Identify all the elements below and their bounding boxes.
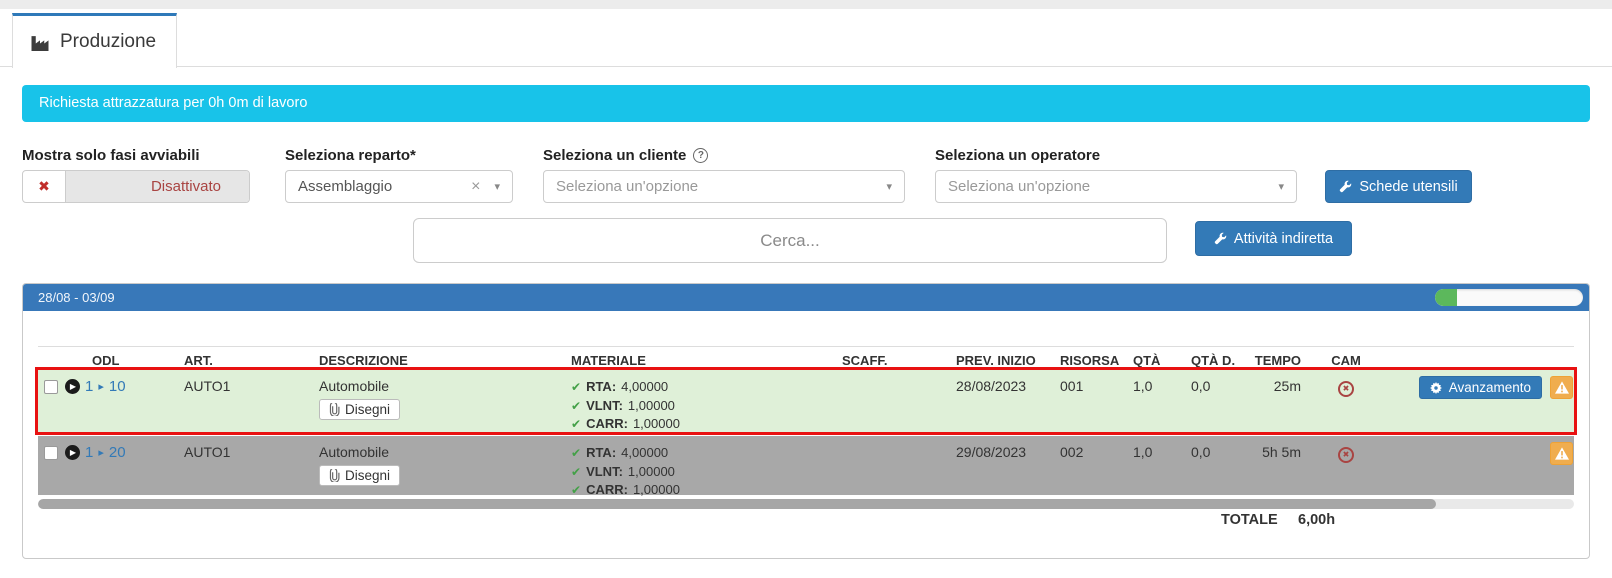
- avanzamento-button[interactable]: Avanzamento: [1418, 376, 1542, 399]
- wrench-icon: [1214, 232, 1227, 245]
- header-cam[interactable]: CAM: [1331, 353, 1361, 368]
- gear-icon: [1429, 381, 1442, 394]
- top-strip: [0, 0, 1612, 9]
- header-descrizione[interactable]: DESCRIZIONE: [319, 353, 408, 368]
- total-value: 6,00h: [1298, 512, 1336, 528]
- search-input[interactable]: [413, 218, 1167, 263]
- department-value: Assemblaggio: [298, 178, 393, 195]
- banner-text: Richiesta attrazzatura per 0h 0m di lavo…: [39, 95, 308, 111]
- table-row: ▶ 1 ▸ 20 AUTO1 Automobile Disegni ✔ RTA: 4…: [38, 436, 1574, 497]
- chevron-down-icon: ▾: [886, 181, 892, 193]
- clear-icon[interactable]: ×: [471, 177, 481, 195]
- customer-select[interactable]: Seleziona un'opzione ▾: [543, 170, 905, 203]
- header-tempo[interactable]: TEMPO: [1254, 353, 1301, 368]
- odl-lot-link[interactable]: 1: [85, 444, 94, 461]
- toggle-off-icon: ✖: [38, 178, 50, 194]
- wrench-icon: [1339, 180, 1352, 193]
- info-banner: Richiesta attrazzatura per 0h 0m di lavo…: [22, 85, 1590, 122]
- start-phase-icon[interactable]: ▶: [65, 445, 80, 460]
- paperclip-icon: [329, 469, 340, 482]
- scrollbar-thumb[interactable]: [38, 499, 1436, 509]
- total-label: TOTALE: [1221, 512, 1278, 528]
- odl-phase-link[interactable]: 10: [108, 378, 126, 395]
- time-cell: 25m: [1273, 378, 1301, 394]
- header-qta-d[interactable]: QTÀ D.: [1191, 353, 1236, 368]
- resource-cell: 002: [1060, 444, 1084, 460]
- materials-list: ✔ RTA: 4,00000 ✔ VLNT: 1,00000 ✔ CARR: 1,00000: [571, 444, 839, 500]
- header-prev-inizio[interactable]: PREV. INIZIO: [956, 353, 1036, 368]
- header-qta[interactable]: QTÀ: [1133, 353, 1161, 368]
- table-row: ▶ 1 ▸ 10 AUTO1 Automobile Disegni ✔ RTA: 4…: [35, 367, 1577, 435]
- operator-label: Seleziona un operatore: [935, 147, 1101, 164]
- chevron-down-icon: ▾: [494, 181, 500, 193]
- description-text: Automobile: [319, 444, 390, 460]
- toggle-state-label: Disattivato: [65, 171, 249, 202]
- materials-list: ✔ RTA: 4,00000 ✔ VLNT: 1,00000 ✔ CARR: 1,00000: [571, 378, 839, 434]
- warning-triangle-icon: [1554, 381, 1569, 394]
- department-select[interactable]: Assemblaggio × ▾: [285, 170, 513, 203]
- check-icon: ✔: [571, 464, 582, 479]
- tool-sheets-button[interactable]: Schede utensili: [1325, 170, 1472, 203]
- customer-placeholder: Seleziona un'opzione: [556, 178, 699, 195]
- check-icon: ✔: [571, 380, 582, 394]
- paperclip-icon: [329, 403, 340, 416]
- odl-phase-link[interactable]: 20: [108, 444, 126, 461]
- week-range: 28/08 - 03/09: [38, 290, 115, 305]
- resource-cell: 001: [1060, 378, 1084, 394]
- toggle-label: Mostra solo fasi avviabili: [22, 147, 200, 164]
- caret-right-icon: ▸: [98, 447, 104, 459]
- description-text: Automobile: [319, 378, 390, 394]
- article-code: AUTO1: [184, 444, 231, 460]
- tab-produzione[interactable]: Produzione: [12, 13, 177, 68]
- tabbar-divider: [0, 66, 1612, 67]
- check-icon: ✔: [571, 446, 582, 460]
- progress-fill: [1435, 289, 1458, 306]
- department-label: Seleziona reparto*: [285, 147, 416, 164]
- drawings-button[interactable]: Disegni: [319, 465, 401, 486]
- drawings-button[interactable]: Disegni: [319, 399, 401, 420]
- qty-done-cell: 0,0: [1191, 444, 1211, 460]
- week-progress-bar: [1435, 289, 1583, 306]
- cam-blocked-icon: ✖: [1338, 446, 1354, 463]
- header-materiale[interactable]: MATERIALE: [571, 353, 646, 368]
- qty-done-cell: 0,0: [1191, 378, 1211, 394]
- planned-start-date: 29/08/2023: [956, 444, 1027, 460]
- header-odl[interactable]: ODL: [92, 353, 120, 368]
- time-cell: 5h 5m: [1262, 444, 1301, 460]
- factory-icon: [30, 35, 50, 52]
- header-scaff[interactable]: SCAFF.: [842, 353, 888, 368]
- startable-phases-toggle[interactable]: ✖ Disattivato: [22, 170, 250, 203]
- chevron-down-icon: ▾: [1278, 181, 1284, 193]
- table-header-row: ODL ART. DESCRIZIONE MATERIALE SCAFF. PR…: [38, 346, 1574, 368]
- operator-select[interactable]: Seleziona un'opzione ▾: [935, 170, 1297, 203]
- warning-triangle-icon: [1554, 447, 1569, 460]
- cam-blocked-icon: ✖: [1338, 380, 1354, 397]
- warning-button[interactable]: [1550, 376, 1573, 399]
- customer-label: Seleziona un cliente ?: [543, 147, 709, 164]
- row-checkbox[interactable]: [44, 380, 58, 394]
- start-phase-icon[interactable]: ▶: [65, 379, 80, 394]
- row-checkbox[interactable]: [44, 446, 58, 460]
- check-icon: ✔: [571, 417, 582, 431]
- odl-lot-link[interactable]: 1: [85, 378, 94, 395]
- planned-start-date: 28/08/2023: [956, 378, 1027, 394]
- warning-button[interactable]: [1550, 442, 1573, 465]
- help-icon: ?: [693, 148, 709, 163]
- header-risorsa[interactable]: RISORSA: [1060, 353, 1120, 368]
- check-icon: ✔: [571, 483, 582, 497]
- operator-placeholder: Seleziona un'opzione: [948, 178, 1091, 195]
- qty-cell: 1,0: [1133, 378, 1153, 394]
- header-art[interactable]: ART.: [184, 353, 213, 368]
- indirect-activity-button[interactable]: Attività indiretta: [1195, 221, 1352, 256]
- qty-cell: 1,0: [1133, 444, 1153, 460]
- tab-label: Produzione: [60, 31, 157, 52]
- week-header: 28/08 - 03/09: [23, 284, 1589, 311]
- schedule-card: 28/08 - 03/09 ODL ART. DESCRIZIONE MATER…: [22, 283, 1590, 559]
- caret-right-icon: ▸: [98, 381, 104, 393]
- horizontal-scrollbar: [38, 499, 1574, 509]
- check-icon: ✔: [571, 398, 582, 413]
- article-code: AUTO1: [184, 378, 231, 394]
